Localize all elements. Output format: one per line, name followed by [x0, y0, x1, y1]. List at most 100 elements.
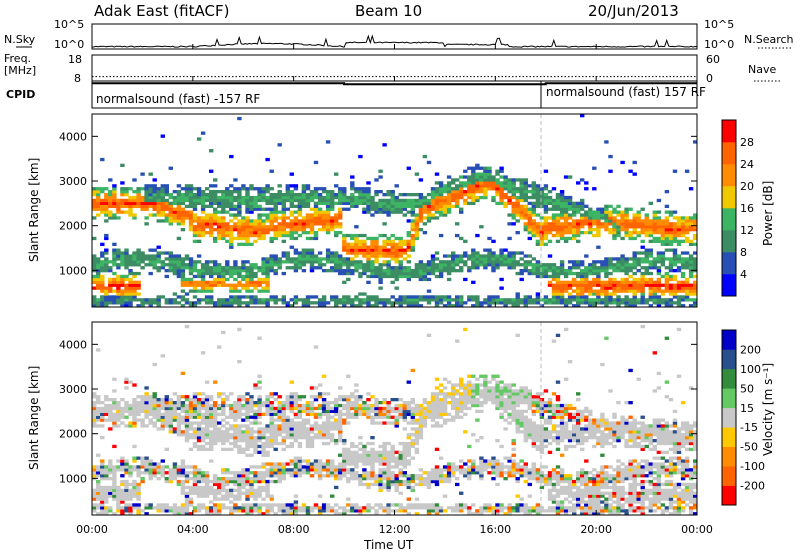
- velocity-cell: [269, 430, 274, 434]
- power-cell: [442, 266, 448, 270]
- power-cell: [519, 271, 524, 276]
- velocity-cell: [289, 430, 294, 434]
- power-cell: [378, 251, 383, 255]
- power-cell: [463, 181, 468, 185]
- velocity-cell: [350, 412, 355, 416]
- power-cell: [120, 263, 125, 267]
- power-cell: [213, 219, 218, 223]
- velocity-cell: [100, 491, 105, 495]
- power-cell: [285, 260, 290, 264]
- power-cell: [459, 190, 464, 194]
- power-cell: [644, 280, 649, 284]
- power-cell: [483, 187, 488, 191]
- velocity-cell: [273, 439, 278, 443]
- velocity-cell: [342, 447, 347, 451]
- power-cell: [446, 277, 452, 282]
- velocity-cell: [160, 471, 165, 475]
- velocity-cell: [346, 406, 351, 411]
- power-cell: [572, 213, 577, 217]
- velocity-cell: [265, 512, 270, 516]
- velocity-cell: [309, 462, 315, 466]
- velocity-cell: [257, 374, 262, 378]
- power-cell: [398, 269, 403, 273]
- power-cell: [459, 181, 464, 185]
- power-cell: [434, 295, 440, 299]
- power-cell: [588, 213, 593, 217]
- power-cell: [362, 269, 367, 273]
- power-cell: [398, 260, 403, 264]
- velocity-cell: [213, 491, 218, 495]
- velocity-cell: [245, 497, 250, 501]
- velocity-cell: [136, 456, 141, 460]
- velocity-cell: [200, 439, 206, 443]
- power-cell: [261, 231, 266, 235]
- power-cell: [620, 219, 625, 223]
- power-cell: [680, 283, 686, 287]
- power-cell: [406, 271, 411, 276]
- power-cell: [555, 219, 561, 223]
- velocity-cell: [342, 506, 347, 510]
- power-cell: [426, 193, 432, 197]
- velocity-cell: [104, 485, 109, 490]
- power-cell: [108, 266, 113, 270]
- power-cell: [608, 260, 613, 264]
- velocity-cell: [204, 447, 210, 451]
- power-cell: [600, 292, 605, 296]
- power-cell: [632, 271, 637, 276]
- power-cell: [277, 195, 282, 200]
- velocity-cell: [152, 401, 157, 405]
- power-cell: [588, 225, 593, 229]
- power-cell: [265, 271, 270, 276]
- power-cell: [503, 175, 508, 179]
- power-cell: [584, 254, 589, 258]
- velocity-cell: [200, 494, 206, 498]
- power-cell: [515, 213, 520, 217]
- power-cell: [301, 248, 307, 252]
- power-cell: [555, 301, 561, 305]
- velocity-cell: [148, 468, 153, 472]
- power-cell: [608, 257, 613, 261]
- velocity-cell: [225, 415, 230, 419]
- power-cell: [487, 166, 492, 170]
- power-cell: [632, 257, 637, 261]
- velocity-cell: [265, 488, 270, 492]
- power-cell: [334, 254, 339, 258]
- power-cell: [688, 283, 694, 287]
- power-cell: [523, 260, 528, 264]
- power-cell: [325, 228, 331, 232]
- velocity-cell: [213, 494, 218, 498]
- velocity-cell: [168, 479, 173, 484]
- power-cell: [354, 239, 359, 243]
- power-cell: [479, 181, 484, 185]
- power-cell: [334, 233, 339, 238]
- velocity-cell: [221, 497, 226, 501]
- power-cell: [680, 304, 686, 308]
- power-cell: [104, 219, 109, 223]
- power-cell: [660, 233, 666, 238]
- power-cell: [551, 204, 557, 208]
- power-cell: [519, 195, 524, 200]
- velocity-cell: [305, 441, 311, 446]
- power-cell: [321, 190, 327, 194]
- power-cell: [664, 283, 670, 287]
- power-cell: [636, 298, 641, 302]
- velocity-cell: [305, 430, 311, 434]
- power-cell: [160, 263, 165, 267]
- velocity-cell: [192, 479, 198, 484]
- power-cell: [358, 195, 363, 200]
- velocity-cell: [321, 406, 327, 411]
- power-cell: [168, 195, 173, 200]
- velocity-cell: [309, 409, 315, 413]
- power-cell: [418, 228, 424, 232]
- power-cell: [164, 257, 169, 261]
- power-cell: [96, 301, 101, 305]
- power-cell: [152, 298, 157, 302]
- velocity-cell: [144, 424, 149, 428]
- power-cell: [237, 271, 242, 276]
- velocity-cell: [196, 401, 202, 405]
- velocity-cell: [265, 409, 270, 413]
- velocity-cell: [184, 465, 190, 469]
- velocity-cell: [285, 427, 290, 431]
- power-cell: [430, 187, 436, 191]
- velocity-cell: [289, 433, 294, 437]
